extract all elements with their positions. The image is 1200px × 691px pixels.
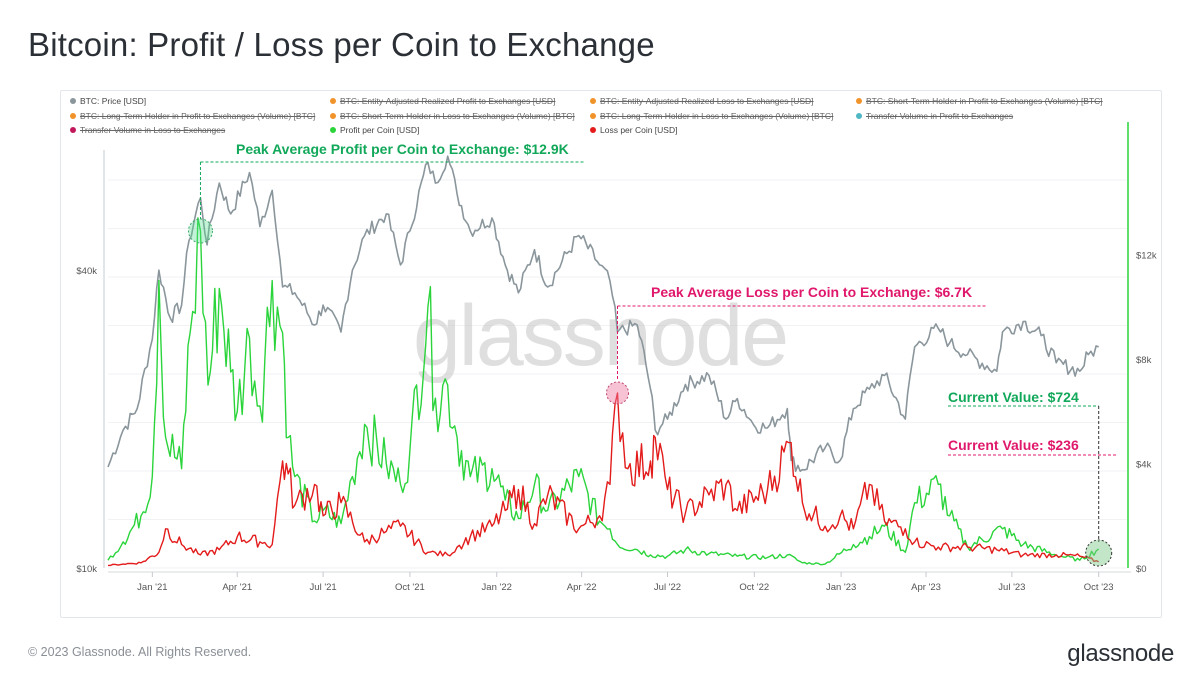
x-tick-label: Apr '23 — [911, 582, 941, 593]
x-tick-label: Jan '22 — [482, 582, 512, 593]
legend-dot-icon — [70, 127, 76, 133]
legend-dot-icon — [70, 112, 76, 119]
x-tick-label: Oct '22 — [739, 582, 769, 593]
x-tick-label: Apr '21 — [222, 582, 252, 593]
x-tick-label: Jan '21 — [137, 582, 167, 593]
series-line — [107, 155, 1099, 473]
current-loss-label: Current Value: $236 — [948, 437, 1079, 453]
legend-dot-icon — [856, 112, 862, 119]
y-axis-left: $10k $40k — [76, 150, 105, 575]
legend-label: BTC: Price [USD] — [80, 96, 147, 106]
series-line — [108, 392, 1099, 567]
legend-item[interactable]: Profit per Coin [USD] — [330, 125, 419, 135]
x-tick-label: Jul '22 — [654, 582, 681, 593]
peak-loss-label: Peak Average Loss per Coin to Exchange: … — [651, 284, 972, 300]
series-layer — [107, 155, 1100, 567]
legend-dot-icon — [330, 98, 336, 104]
x-tick-label: Jul '23 — [998, 582, 1025, 593]
x-tick-label: Jan '23 — [826, 582, 856, 593]
x-tick-label: Apr '22 — [567, 582, 597, 593]
legend-item[interactable]: Transfer Volume in Profit to Exchanges — [856, 111, 1013, 121]
y-right-tick-label: $12k — [1136, 251, 1157, 262]
y-left-tick-label: $40k — [76, 266, 97, 277]
legend-item[interactable]: Transfer Volume in Loss to Exchanges — [70, 125, 225, 135]
legend-dot-icon — [70, 98, 76, 104]
legend-item[interactable]: BTC: Short-Term Holder in Profit to Exch… — [856, 96, 1103, 106]
peak-loss-marker — [606, 381, 629, 405]
legend-label: Loss per Coin [USD] — [600, 125, 678, 135]
annotations-layer: Peak Average Profit per Coin to Exchange… — [187, 141, 1117, 567]
legend-label: Transfer Volume in Profit to Exchanges — [866, 110, 1014, 121]
y-right-tick-label: $8k — [1136, 355, 1152, 366]
x-tick-label: Oct '21 — [395, 582, 425, 593]
legend-label: BTC: Entity-Adjusted Realized Loss to Ex… — [600, 96, 814, 106]
legend-dot-icon — [590, 98, 596, 104]
y-right-tick-label: $0 — [1136, 564, 1147, 575]
grid — [108, 179, 1127, 569]
series-line — [107, 217, 1100, 566]
legend-label: BTC: Entity-Adjusted Realized Profit to … — [340, 96, 556, 106]
x-tick-label: Jul '21 — [310, 582, 337, 593]
chart-title: Bitcoin: Profit / Loss per Coin to Excha… — [28, 26, 655, 63]
legend-label: BTC: Short-Term Holder in Profit to Exch… — [866, 96, 1103, 106]
y-left-tick-label: $10k — [76, 564, 97, 575]
legend-label: BTC: Long-Term Holder in Profit to Excha… — [80, 110, 316, 121]
x-tick-label: Oct '23 — [1084, 582, 1114, 593]
watermark: glassnode — [413, 288, 787, 384]
legend-dot-icon — [856, 98, 862, 104]
legend-label: BTC: Short-Term Holder in Loss to Exchan… — [340, 110, 575, 121]
y-right-tick-label: $4k — [1136, 460, 1152, 471]
legend-label: Transfer Volume in Loss to Exchanges — [80, 125, 226, 135]
current-profit-label: Current Value: $724 — [948, 389, 1079, 405]
chart-panel — [60, 90, 1162, 618]
legend-item[interactable]: BTC: Long-Term Holder in Loss to Exchang… — [590, 111, 833, 121]
brand-logo: glassnode — [1067, 640, 1174, 667]
y-axis-right: $0 $4k $8k $12k — [1127, 122, 1157, 575]
peak-profit-label: Peak Average Profit per Coin to Exchange… — [236, 141, 569, 157]
legend-label: Profit per Coin [USD] — [340, 125, 420, 135]
legend-item[interactable]: BTC: Long-Term Holder in Profit to Excha… — [70, 111, 315, 121]
legend-label: BTC: Long-Term Holder in Loss to Exchang… — [600, 110, 834, 121]
x-axis: Jan '21 Apr '21 Jul '21 Oct '21 Jan '22 Apr '… — [108, 571, 1131, 593]
legend-item[interactable]: BTC: Price [USD] — [70, 96, 146, 106]
legend-item[interactable]: Loss per Coin [USD] — [590, 125, 677, 135]
peak-profit-marker — [187, 218, 213, 244]
current-value-marker — [1085, 539, 1113, 567]
legend-item[interactable]: BTC: Entity-Adjusted Realized Profit to … — [330, 96, 555, 106]
legend-item[interactable]: BTC: Short-Term Holder in Loss to Exchan… — [330, 111, 575, 121]
legend-dot-icon — [330, 112, 336, 119]
legend-item[interactable]: BTC: Entity-Adjusted Realized Loss to Ex… — [590, 96, 814, 106]
legend-dot-icon — [590, 112, 596, 119]
copyright: © 2023 Glassnode. All Rights Reserved. — [28, 645, 252, 659]
legend-dot-icon — [330, 127, 336, 133]
legend-dot-icon — [590, 127, 596, 133]
